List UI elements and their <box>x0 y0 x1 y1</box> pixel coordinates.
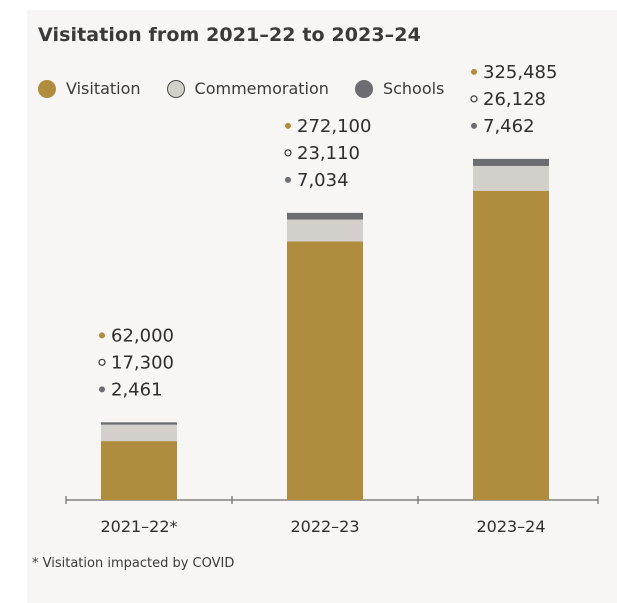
data-marker-commemoration-2023-24 <box>470 95 478 103</box>
bar-commemoration-2022-23 <box>287 219 363 242</box>
data-marker-visitation-2021-22 <box>99 332 105 339</box>
data-label-visitation-2023-24: 325,485 <box>483 62 557 83</box>
bar-visitation-2022-23 <box>287 241 363 500</box>
x-tick-label-2022-23: 2022–23 <box>290 517 359 536</box>
legend-item-schools: Schools <box>354 79 445 98</box>
bar-visitation-2021-22 <box>101 441 177 500</box>
legend-swatch-commemoration <box>166 79 185 98</box>
legend-label-visitation: Visitation <box>66 79 141 98</box>
bar-commemoration-2023-24 <box>473 165 549 191</box>
data-marker-commemoration-2021-22 <box>98 358 106 366</box>
data-marker-commemoration-2022-23 <box>284 149 292 157</box>
data-label-visitation-2021-22: 62,000 <box>111 325 174 346</box>
bar-commemoration-2021-22 <box>101 424 177 442</box>
x-tick-label-2023-24: 2023–24 <box>476 517 545 536</box>
chart-title: Visitation from 2021–22 to 2023–24 <box>38 24 421 46</box>
legend-label-commemoration: Commemoration <box>194 79 329 98</box>
data-label-visitation-2022-23: 272,100 <box>297 116 371 137</box>
data-label-schools-2023-24: 7,462 <box>483 116 535 137</box>
data-label-commemoration-2021-22: 17,300 <box>111 352 174 373</box>
data-marker-schools-2023-24 <box>471 122 477 129</box>
legend-label-schools: Schools <box>382 79 445 98</box>
data-label-schools-2021-22: 2,461 <box>111 379 163 400</box>
bar-schools-2021-22 <box>101 422 177 425</box>
legend-item-commemoration: Commemoration <box>166 79 329 98</box>
bar-schools-2023-24 <box>473 158 549 166</box>
data-label-commemoration-2023-24: 26,128 <box>483 89 546 110</box>
bar-schools-2022-23 <box>287 212 363 220</box>
data-label-commemoration-2022-23: 23,110 <box>297 143 360 164</box>
legend-swatch-schools <box>354 79 373 98</box>
bar-visitation-2023-24 <box>473 190 549 500</box>
data-marker-visitation-2023-24 <box>471 68 477 75</box>
legend-swatch-visitation <box>38 79 56 98</box>
data-label-schools-2022-23: 7,034 <box>297 170 349 191</box>
data-marker-schools-2022-23 <box>285 176 291 183</box>
data-marker-visitation-2022-23 <box>285 122 291 129</box>
x-tick-label-2021-22: 2021–22* <box>100 517 177 536</box>
legend: Visitation Commemoration Schools <box>38 79 470 98</box>
chart-footnote: * Visitation impacted by COVID <box>32 556 235 571</box>
legend-item-visitation: Visitation <box>38 79 141 98</box>
data-marker-schools-2021-22 <box>99 386 105 393</box>
